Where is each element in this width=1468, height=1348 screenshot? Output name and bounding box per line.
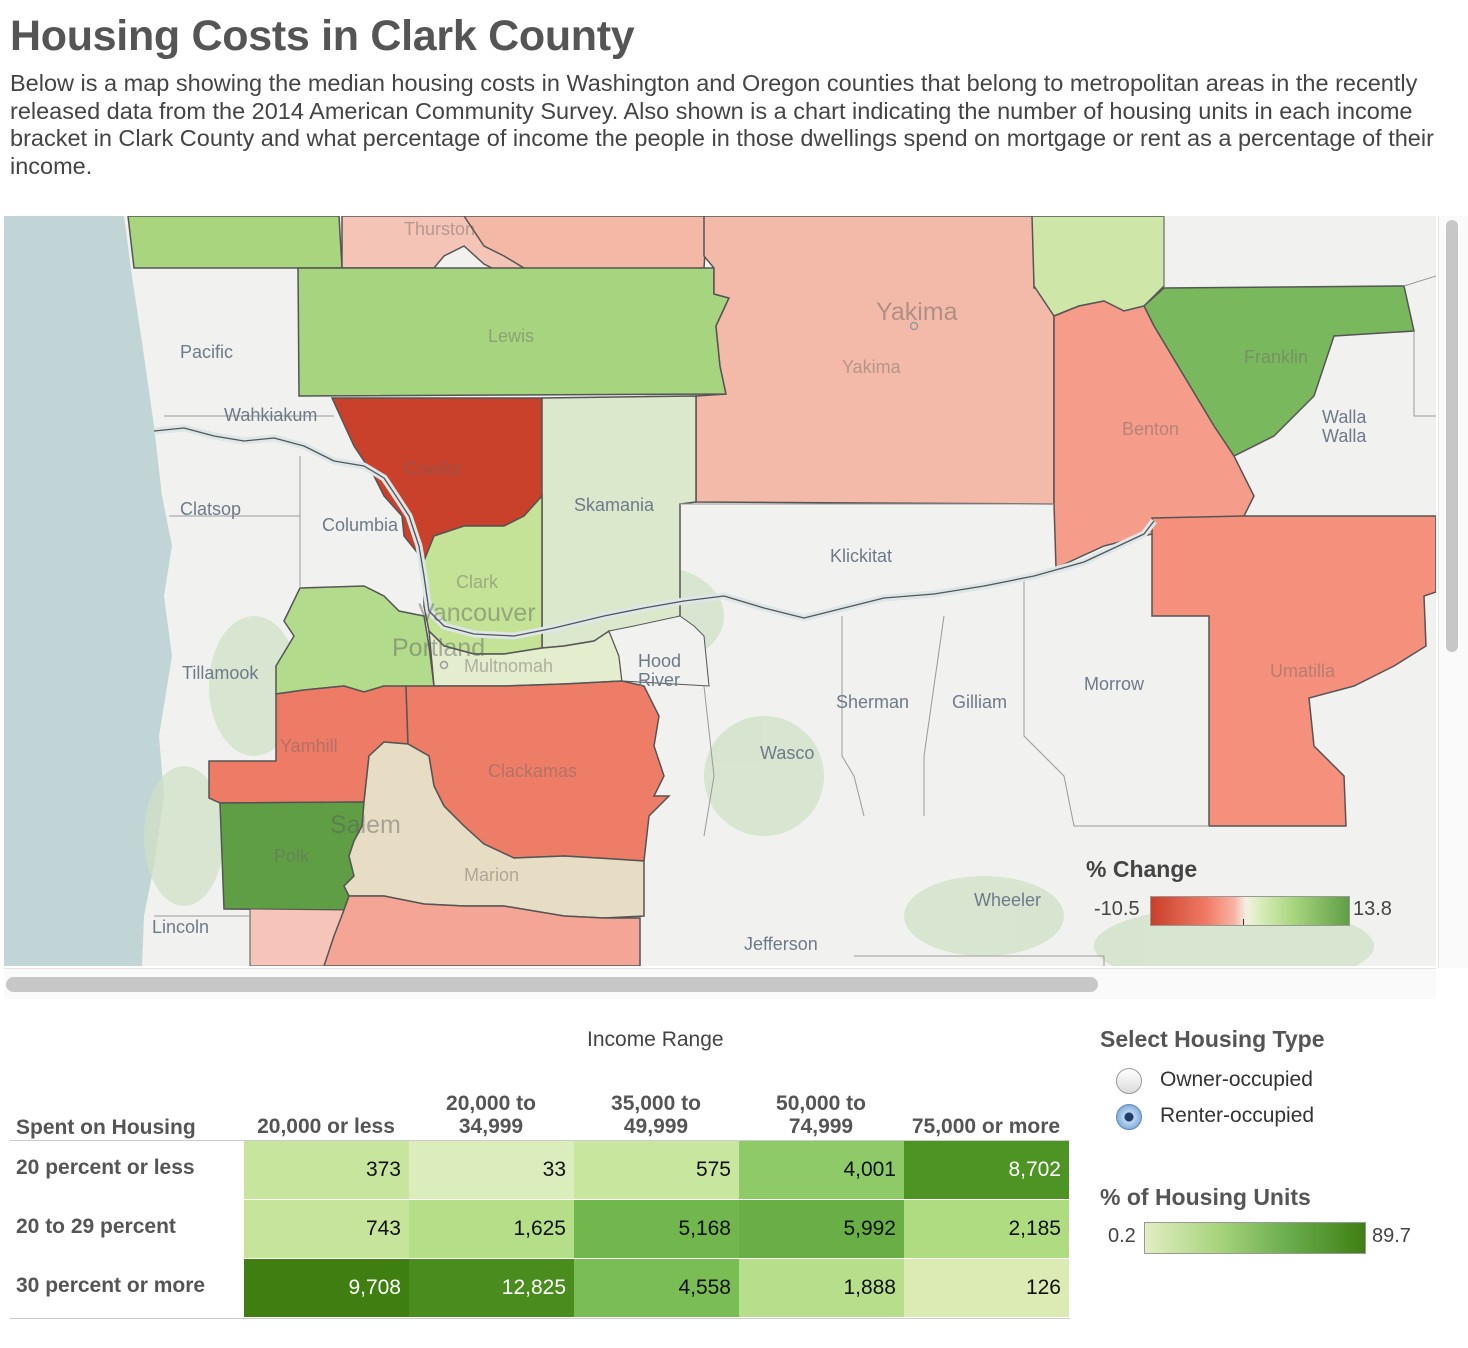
table-cell[interactable]: 126 [904,1259,1069,1317]
label-lincoln: Lincoln [152,917,209,937]
row-header: 20 to 29 percent [16,1215,176,1238]
table-cell[interactable]: 2,185 [904,1200,1069,1258]
label-multnomah: Multnomah [464,656,553,676]
county-benton[interactable] [1053,300,1255,570]
percent-change-legend: % Change -10.5 13.8 [1086,856,1416,936]
vertical-scroll-thumb[interactable] [1446,220,1458,652]
housing-units-legend-title: % of Housing Units [1100,1184,1311,1210]
table-cell[interactable]: 4,558 [574,1259,739,1317]
spent-on-housing-header: Spent on Housing [16,1116,196,1139]
table-bottom-rule [10,1318,1070,1319]
pacific-ocean [4,216,172,966]
label-clackamas: Clackamas [488,761,577,781]
housing-units-color-ramp [1144,1222,1366,1254]
label-thurston: Thurston [404,219,475,239]
table-cell[interactable]: 9,708 [244,1259,409,1317]
row-header: 20 percent or less [16,1156,195,1179]
page-title: Housing Costs in Clark County [10,12,635,60]
label-klickitat: Klickitat [830,546,892,566]
radio-button-icon[interactable] [1116,1068,1142,1094]
county-umatilla[interactable] [1151,515,1436,827]
table-cell[interactable]: 1,625 [409,1200,574,1258]
table-cell[interactable]: 743 [244,1200,409,1258]
label-yakima: Yakima [842,357,902,377]
radio-button-checked-icon[interactable] [1116,1104,1142,1130]
label-hood-river-1: Hood [638,651,681,671]
column-header: 20,000 to 34,999 [446,1092,536,1138]
table-cell[interactable]: 4,001 [739,1141,904,1199]
percent-change-max: 13.8 [1353,898,1392,920]
zero-tick [1243,919,1244,925]
percent-change-legend-title: % Change [1086,856,1198,882]
table-cell[interactable]: 12,825 [409,1259,574,1317]
row-header: 30 percent or more [16,1274,206,1297]
column-header: 20,000 or less [257,1115,395,1138]
city-portland-marker [439,660,449,670]
label-clark: Clark [456,572,499,592]
table-cell[interactable]: 5,168 [574,1200,739,1258]
county-map[interactable]: Thurston Pacific Lewis Yakima Yakima Fra… [4,216,1436,966]
label-wheeler: Wheeler [974,890,1041,910]
label-walla-2: Walla [1322,426,1367,446]
label-lewis: Lewis [488,326,534,346]
county-boundaries [154,216,1436,966]
state-border-line [153,427,1155,637]
percent-change-min: -10.5 [1094,898,1140,920]
radio-label[interactable]: Renter-occupied [1160,1104,1315,1127]
column-header: 50,000 to 74,999 [776,1092,866,1138]
label-gilliam: Gilliam [952,692,1007,712]
table-cell[interactable]: 8,702 [904,1141,1069,1199]
column-header: 35,000 to 49,999 [611,1092,701,1138]
label-pacific: Pacific [180,342,233,362]
housing-units-max: 89.7 [1372,1225,1411,1247]
label-hood-river-2: River [638,670,680,690]
label-polk: Polk [274,846,310,866]
income-range-header: Income Range [587,1028,724,1051]
label-yamhill: Yamhill [280,736,338,756]
radio-label[interactable]: Owner-occupied [1160,1068,1313,1091]
housing-type-title: Select Housing Type [1100,1026,1325,1052]
table-top-rule [10,1140,1070,1141]
county-pacific[interactable] [127,216,343,269]
label-wasco: Wasco [760,743,814,763]
city-salem: Salem [330,811,401,839]
label-skamania: Skamania [574,495,655,515]
county-hood-river[interactable] [608,615,710,687]
city-portland: Portland [392,634,485,662]
label-umatilla: Umatilla [1270,661,1336,681]
label-franklin: Franklin [1244,347,1308,367]
label-benton: Benton [1122,419,1179,439]
county-kittitas[interactable] [1031,216,1165,317]
housing-units-min: 0.2 [1108,1225,1136,1247]
table-cell[interactable]: 1,888 [739,1259,904,1317]
label-columbia: Columbia [322,515,399,535]
label-tillamook: Tillamook [182,663,259,683]
table-cell[interactable]: 5,992 [739,1200,904,1258]
label-morrow: Morrow [1084,674,1145,694]
label-marion: Marion [464,865,519,885]
map-view[interactable]: Thurston Pacific Lewis Yakima Yakima Fra… [4,216,1436,966]
county-linn[interactable] [323,895,641,966]
city-vancouver: Vancouver [418,599,536,627]
city-yakima: Yakima [876,298,958,326]
label-cowlitz: Cowlitz [404,459,462,479]
horizontal-scroll-thumb[interactable] [6,977,1098,992]
table-cell[interactable]: 33 [409,1141,574,1199]
label-clatsop: Clatsop [180,499,241,519]
label-jefferson: Jefferson [744,934,818,954]
label-sherman: Sherman [836,692,909,712]
table-cell[interactable]: 575 [574,1141,739,1199]
column-header: 75,000 or more [911,1115,1061,1138]
table-cell[interactable]: 373 [244,1141,409,1199]
city-yakima-marker [909,321,919,331]
percent-change-color-ramp [1150,896,1350,926]
intro-paragraph: Below is a map showing the median housin… [10,70,1434,179]
label-walla-1: Walla [1322,407,1367,427]
label-wahkiakum: Wahkiakum [224,405,317,425]
